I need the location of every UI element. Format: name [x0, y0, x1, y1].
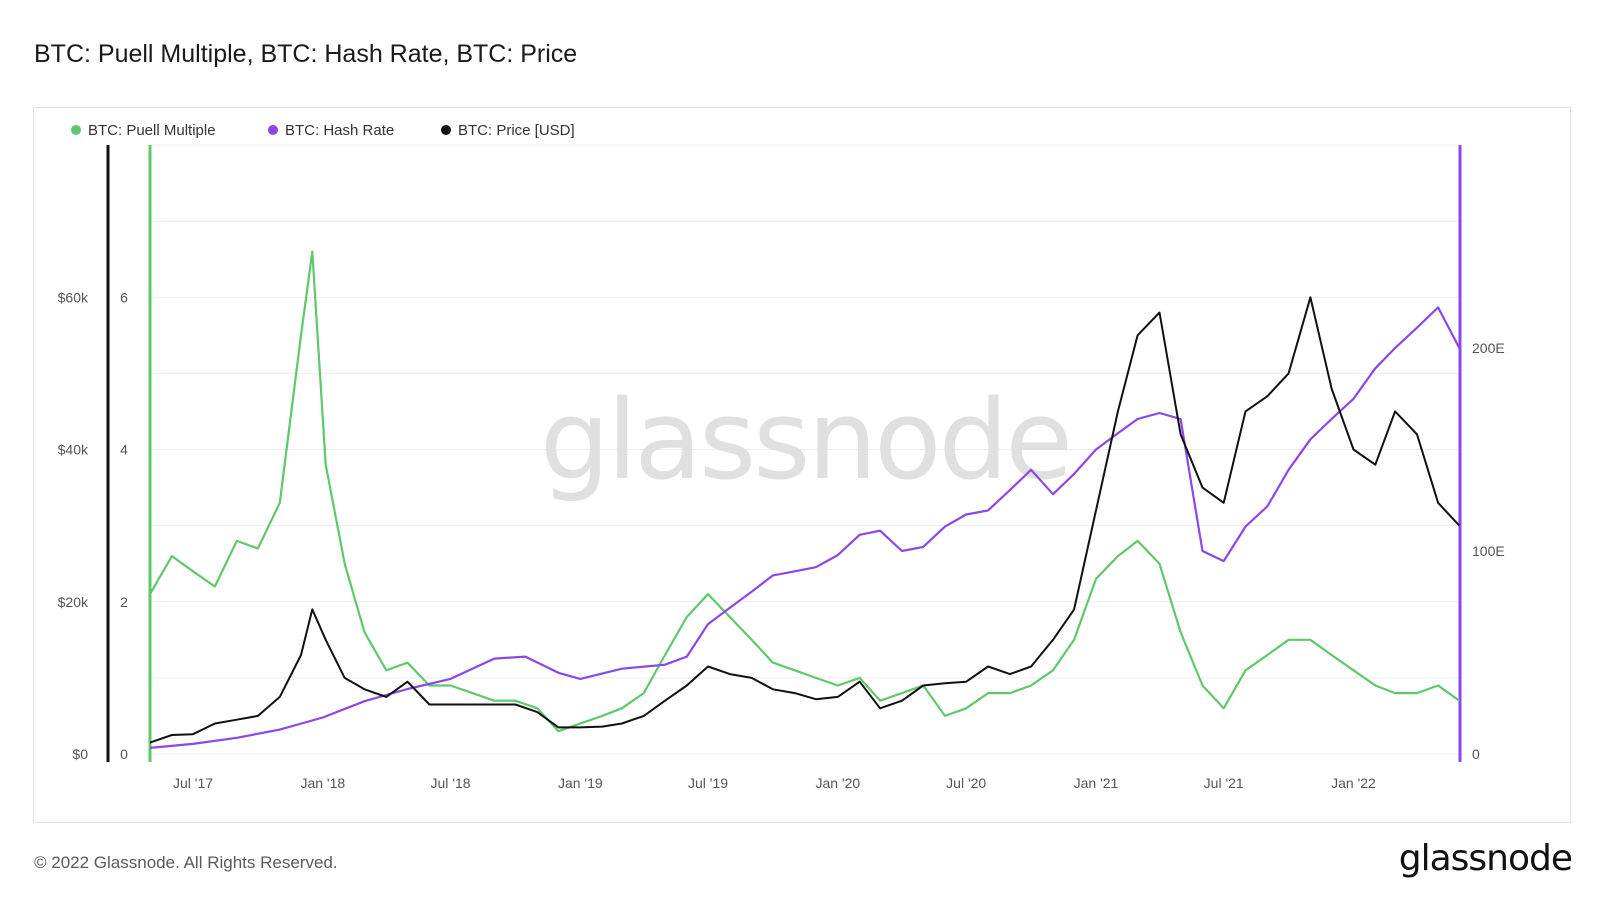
- page-title: BTC: Puell Multiple, BTC: Hash Rate, BTC…: [34, 40, 578, 68]
- chart-svg: glassnode $0 $20k $40k $60k 0 2 4 6 0 100E 200E Jul …: [58, 122, 1505, 791]
- legend-hash-marker: [268, 125, 278, 135]
- watermark: glassnode: [540, 376, 1070, 504]
- x-tick-label: Jul '19: [688, 775, 728, 791]
- legend-puell-label: BTC: Puell Multiple: [88, 122, 216, 139]
- x-tick-label: Jan '20: [815, 775, 860, 791]
- x-tick-label: Jan '22: [1331, 775, 1376, 791]
- price-tick-label: $0: [72, 746, 88, 762]
- x-tick-label: Jan '19: [558, 775, 603, 791]
- puell-tick-label: 2: [120, 594, 128, 610]
- hash-tick-label: 0: [1472, 746, 1480, 762]
- footer-logo[interactable]: glassnode: [1398, 838, 1573, 879]
- hash-series-line: [149, 306, 1461, 749]
- puell-series-line: [149, 250, 1460, 733]
- hash-tick-label: 100E: [1472, 543, 1505, 559]
- x-tick-label: Jul '17: [173, 775, 213, 791]
- legend-price-marker: [441, 125, 451, 135]
- footer-copyright: © 2022 Glassnode. All Rights Reserved.: [34, 853, 338, 872]
- price-tick-label: $20k: [58, 594, 89, 610]
- x-tick-label: Jul '18: [431, 775, 471, 791]
- price-series-line: [149, 296, 1461, 744]
- puell-tick-label: 6: [120, 289, 128, 305]
- legend-puell-marker: [71, 125, 81, 135]
- legend-price-label: BTC: Price [USD]: [458, 122, 575, 139]
- price-tick-label: $40k: [58, 442, 89, 458]
- x-tick-label: Jan '18: [300, 775, 345, 791]
- price-tick-label: $60k: [58, 289, 89, 305]
- hash-tick-label: 200E: [1472, 340, 1505, 356]
- chart-container: glassnode $0 $20k $40k $60k 0 2 4 6 0 100E 200E Jul …: [33, 107, 1571, 823]
- puell-tick-label: 0: [120, 746, 128, 762]
- legend-hash-label: BTC: Hash Rate: [285, 122, 394, 139]
- puell-tick-label: 4: [120, 442, 128, 458]
- x-tick-label: Jan '21: [1074, 775, 1119, 791]
- x-tick-label: Jul '21: [1204, 775, 1244, 791]
- x-tick-label: Jul '20: [946, 775, 986, 791]
